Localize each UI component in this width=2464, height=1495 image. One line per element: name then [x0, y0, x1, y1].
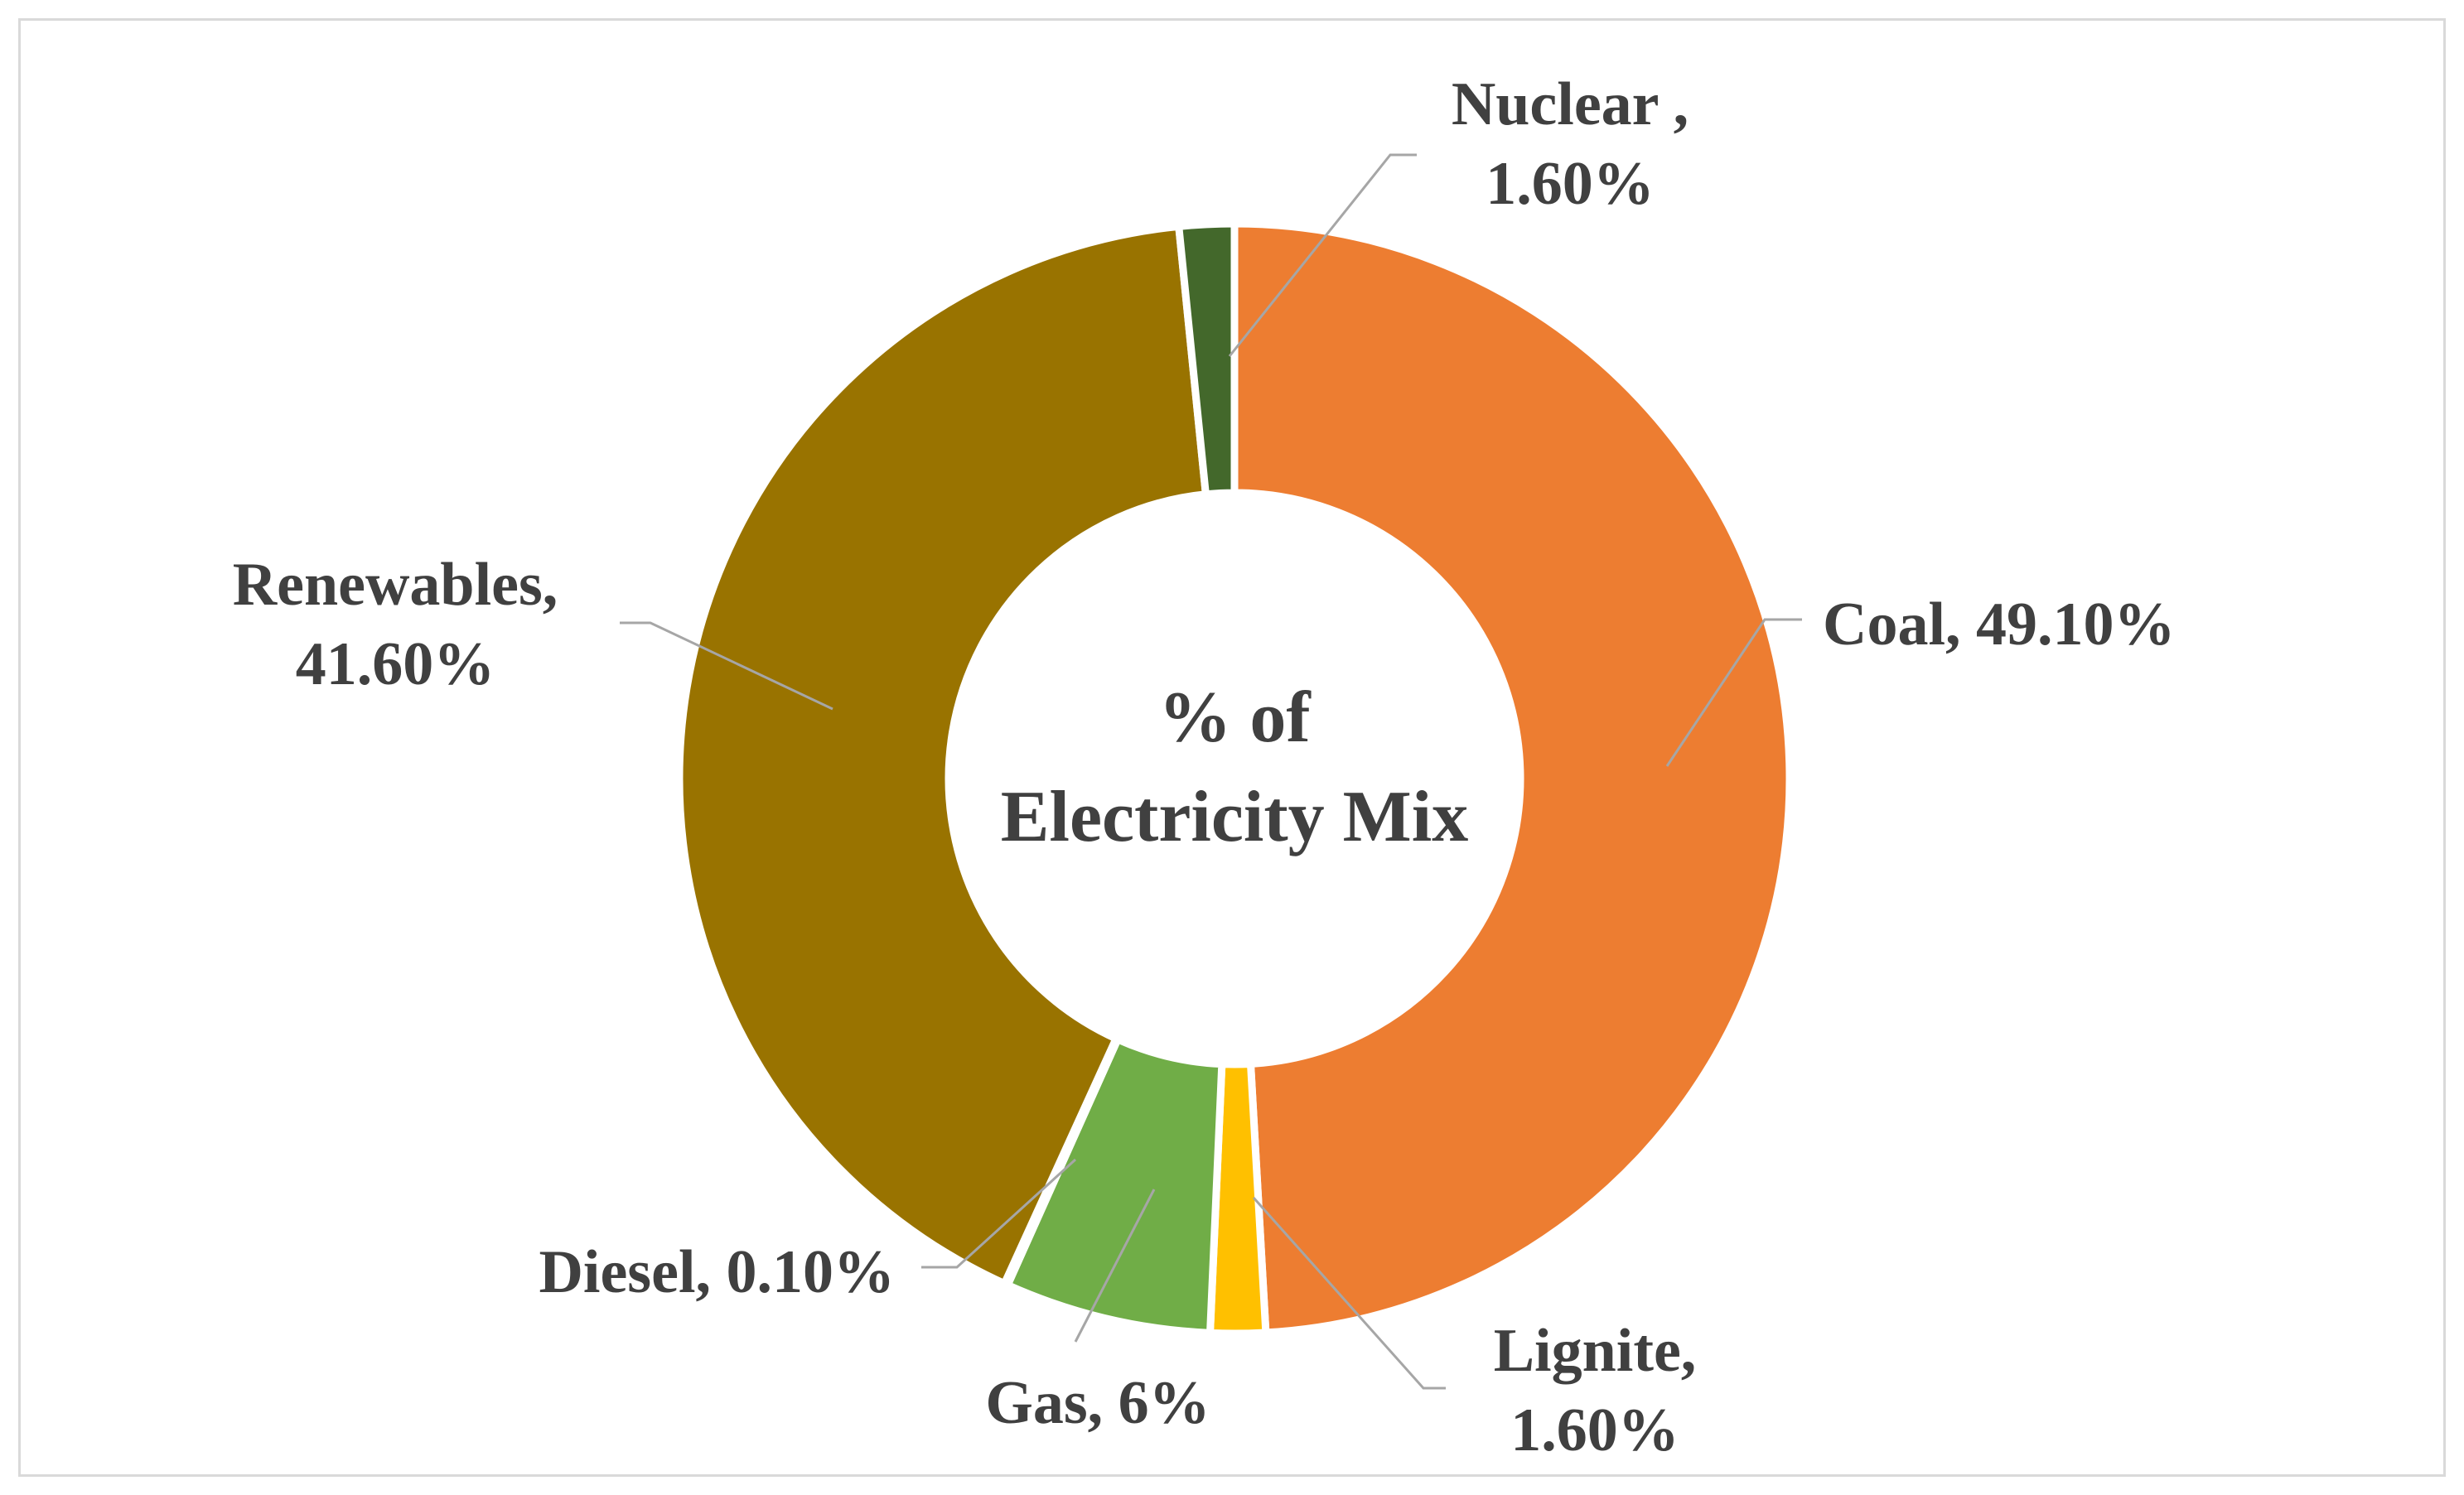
data-label-nuclear-line-1: Nuclear ,: [1452, 70, 1689, 138]
center-title-group: % of Electricity Mix: [1001, 678, 1468, 857]
leader-line-diesel: [921, 1158, 1077, 1269]
data-label-lignite-line-2: 1.60%: [1510, 1396, 1679, 1464]
data-label-diesel: Diesel, 0.10%: [539, 1238, 895, 1306]
chart-frame: [18, 18, 2446, 1477]
data-labels-group: Coal, 49.10% Lignite, 1.60% Gas, 6% Diesel, …: [233, 70, 2176, 1464]
leader-line-coal: [1665, 618, 1802, 767]
slices-group: [675, 219, 1794, 1338]
leader-lines-group: [620, 153, 1802, 1390]
data-label-gas: Gas, 6%: [985, 1369, 1210, 1437]
leader-line-renewables: [620, 621, 833, 711]
slice-nuclear: [1175, 219, 1239, 499]
leader-line-gas: [1074, 1189, 1156, 1343]
data-label-coal: Coal, 49.10%: [1823, 591, 2176, 658]
data-label-lignite-line-1: Lignite,: [1494, 1317, 1697, 1385]
slice-coal: [1230, 219, 1794, 1337]
data-label-renewables-line-2: 41.60%: [296, 630, 495, 698]
data-label-nuclear-line-2: 1.60%: [1486, 150, 1655, 218]
leader-line-lignite: [1252, 1197, 1446, 1390]
center-title-line-1: % of: [1158, 678, 1312, 758]
slice-renewables: [675, 222, 1210, 1288]
leader-line-nuclear: [1228, 153, 1417, 357]
data-label-renewables-line-1: Renewables,: [233, 551, 558, 619]
center-title-line-2: Electricity Mix: [1001, 777, 1468, 857]
